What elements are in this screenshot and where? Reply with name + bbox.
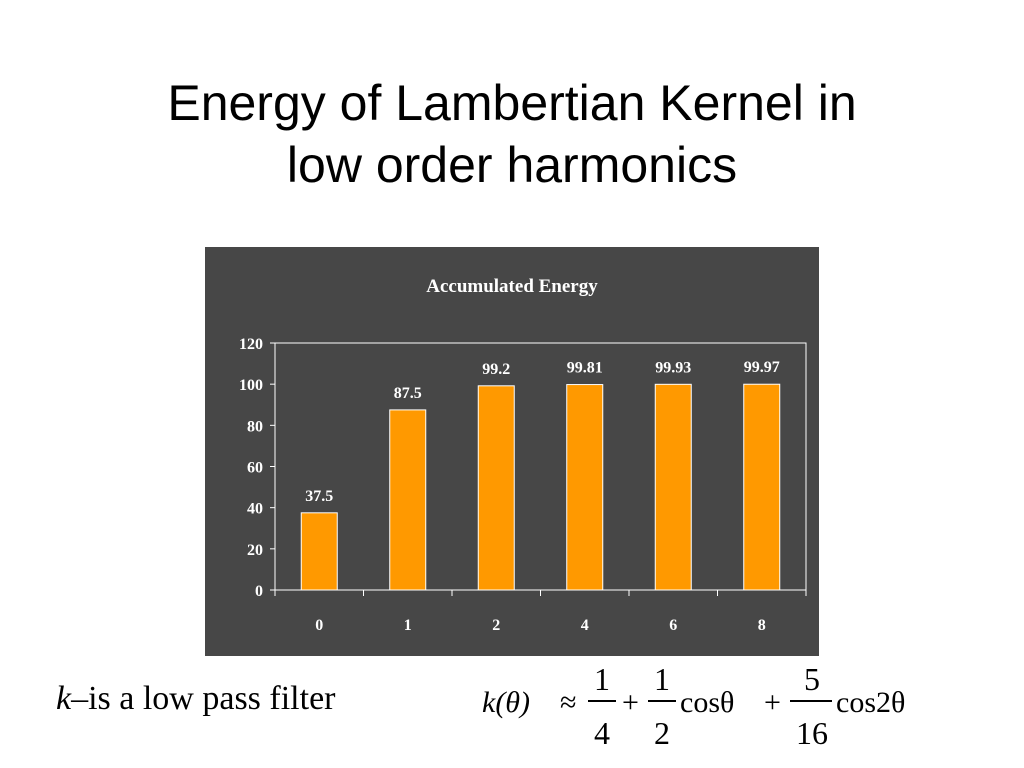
data-label: 87.5 (394, 385, 422, 402)
term2-function: cosθ (680, 686, 734, 719)
data-label: 37.5 (305, 488, 333, 505)
y-tick-label: 40 (247, 501, 263, 518)
y-tick-label: 60 (247, 460, 263, 477)
slide-title-line1: Energy of Lambertian Kernel in (167, 75, 857, 131)
data-label: 99.97 (744, 359, 780, 376)
x-tick-label: 4 (581, 617, 589, 634)
formula-plus-2: + (764, 686, 781, 719)
data-label: 99.93 (655, 359, 691, 376)
formula-lhs: k(θ) (482, 686, 530, 719)
x-tick-label: 8 (758, 617, 766, 634)
term3-function: cos2θ (836, 686, 905, 719)
slide-title: Energy of Lambertian Kernel in low order… (0, 72, 1024, 196)
x-tick-label: 0 (315, 617, 323, 634)
x-tick-label: 1 (404, 617, 412, 634)
caption-dash: – (71, 680, 89, 717)
term1-numerator: 1 (594, 661, 610, 697)
y-tick-label: 100 (239, 377, 263, 394)
term3-numerator: 5 (804, 661, 820, 697)
chart-panel: Accumulated Energy 0 20 40 60 80 100 120 37.5 0 8… (205, 247, 819, 656)
x-tick-label: 2 (492, 617, 500, 634)
plot-area (274, 342, 807, 591)
bar (389, 409, 427, 591)
bar (566, 384, 604, 591)
slide-title-line2: low order harmonics (286, 137, 738, 193)
bar-chart: Accumulated Energy 0 20 40 60 80 100 120 37.5 0 8… (239, 276, 807, 634)
term3-denominator: 16 (796, 715, 828, 751)
caption-variable: k (56, 680, 72, 717)
data-label: 99.81 (567, 360, 603, 377)
term2-numerator: 1 (654, 661, 670, 697)
formula-approx: ≈ (560, 686, 576, 719)
bar (300, 512, 338, 591)
x-tick-label: 6 (669, 617, 677, 634)
chart-title: Accumulated Energy (426, 276, 598, 297)
formula: k(θ) ≈ 1 4 + 1 2 cosθ + 5 16 cos2θ (482, 661, 905, 751)
y-tick-label: 80 (247, 418, 263, 435)
data-label: 99.2 (482, 361, 510, 378)
y-tick-label: 120 (239, 336, 263, 353)
caption-text: is a low pass filter (88, 680, 336, 717)
caption: k–is a low pass filter (56, 680, 336, 718)
term1-denominator: 4 (594, 715, 610, 751)
bar (654, 383, 692, 591)
bar (477, 385, 515, 591)
term2-denominator: 2 (654, 715, 670, 751)
bar (743, 383, 781, 591)
y-tick-label: 0 (255, 583, 263, 600)
y-tick-label: 20 (247, 542, 263, 559)
formula-plus-1: + (622, 686, 639, 719)
